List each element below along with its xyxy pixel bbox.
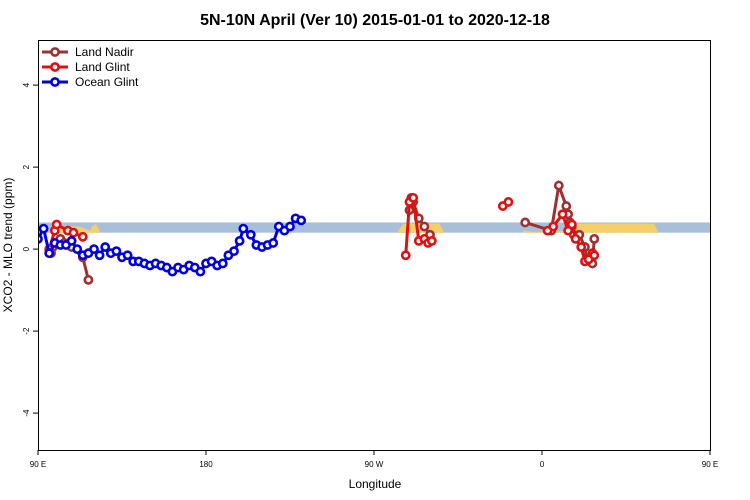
chart-title: 5N-10N April (Ver 10) 2015-01-01 to 2020… <box>200 12 550 29</box>
legend-label: Land Nadir <box>75 45 134 59</box>
land-glint-point <box>729 227 736 234</box>
land-glint-point <box>576 242 587 252</box>
land-glint-point <box>736 229 743 236</box>
ocean-glint-point <box>100 242 111 252</box>
plot-frame <box>38 40 711 451</box>
ocean-glint-point <box>245 229 256 240</box>
ocean-glint-point <box>122 250 133 261</box>
land-nadir-line <box>731 231 750 280</box>
reference-band <box>38 222 710 233</box>
land-nadir-point <box>731 239 738 246</box>
land-glint-point <box>68 227 79 238</box>
ocean-glint-point <box>111 246 122 257</box>
ocean-glint-point <box>238 223 249 234</box>
y-tick-label: -2 <box>22 327 31 335</box>
land-glint-point <box>725 235 732 242</box>
ocean-glint-point <box>296 215 307 226</box>
series-land-glint <box>44 192 750 267</box>
y-tick-label: 2 <box>22 164 31 169</box>
legend-item-land-glint: Land Glint <box>42 60 130 74</box>
land-band <box>523 223 658 233</box>
ocean-glint-point <box>38 223 49 234</box>
land-glint-point <box>727 233 734 240</box>
land-band <box>729 224 736 233</box>
land-glint-point <box>51 219 62 230</box>
y-tick-label: -4 <box>22 409 31 417</box>
land-glint-line <box>729 225 750 239</box>
ocean-glint-point <box>44 248 55 259</box>
land-glint-point <box>77 231 88 242</box>
ocean-glint-point <box>89 244 99 254</box>
land-nadir-point <box>553 180 564 191</box>
ocean-glint-point <box>66 235 77 246</box>
x-tick-label: 180 <box>199 460 213 469</box>
land-nadir-point <box>520 217 531 228</box>
land-nadir-point <box>589 233 600 244</box>
ocean-glint-point <box>217 258 228 269</box>
plot-area <box>38 179 750 285</box>
ocean-glint-point <box>195 266 206 277</box>
plot-content <box>38 179 750 285</box>
legend-marker <box>50 47 60 57</box>
legend-marker <box>50 77 60 87</box>
land-glint-point <box>731 231 738 238</box>
x-tick-label: 90 E <box>30 460 46 469</box>
land-glint-point <box>570 233 581 244</box>
land-nadir-point <box>729 243 736 250</box>
ocean-glint-point <box>285 221 295 232</box>
legend-item-ocean-glint: Ocean Glint <box>42 75 139 89</box>
land-nadir-point <box>561 201 572 211</box>
land-glint-point <box>408 192 419 203</box>
ocean-glint-point <box>229 246 239 257</box>
legend-label: Land Glint <box>75 60 130 74</box>
x-tick-label: 0 <box>540 460 545 469</box>
land-glint-point <box>744 227 750 234</box>
land-glint-point <box>548 221 559 232</box>
land-glint-point <box>589 250 600 261</box>
land-nadir-point <box>83 274 94 285</box>
series-ocean-glint <box>38 213 307 277</box>
land-nadir-point <box>419 221 430 232</box>
legend-marker <box>50 62 60 72</box>
x-axis-label: Longitude <box>349 477 402 491</box>
land-nadir-point <box>727 233 734 240</box>
x-axis: 90 E 180 90 W 0 90 E <box>30 450 718 469</box>
x-tick-label: 90 E <box>702 460 718 469</box>
ocean-glint-point <box>94 250 105 261</box>
land-glint-point <box>566 219 577 230</box>
land-nadir-point <box>733 248 740 255</box>
land-glint-point <box>557 209 568 220</box>
x-tick-label: 90 W <box>365 460 384 469</box>
land-glint-point <box>733 221 740 228</box>
land-glint-point <box>426 235 437 246</box>
legend-label: Ocean Glint <box>75 75 139 89</box>
y-axis: -4 -2 0 2 4 <box>22 82 38 417</box>
legend-item-land-nadir: Land Nadir <box>42 45 134 59</box>
y-tick-label: 0 <box>22 246 31 251</box>
ocean-glint-point <box>234 235 245 246</box>
y-axis-label: XCO2 - MLO trend (ppm) <box>1 178 15 313</box>
ocean-glint-point <box>268 238 279 248</box>
land-glint-point <box>400 250 411 261</box>
land-glint-point <box>503 197 514 207</box>
y-tick-label: 4 <box>22 82 31 87</box>
ocean-glint-point <box>72 244 83 254</box>
